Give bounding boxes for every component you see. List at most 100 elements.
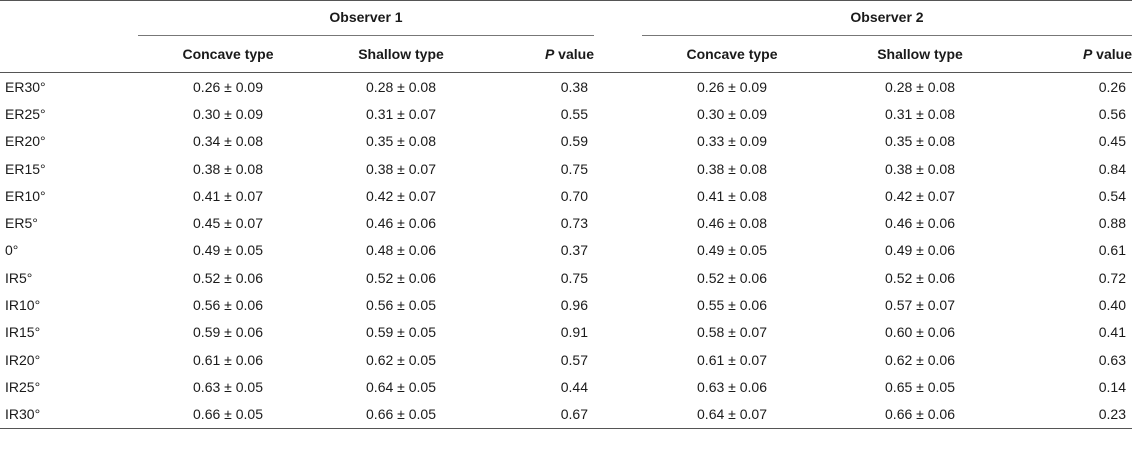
o1-concave-cell: 0.56 ± 0.06: [193, 297, 263, 314]
p-letter: P: [544, 46, 555, 62]
o1-shallow-cell: 0.35 ± 0.08: [366, 133, 436, 150]
o2-shallow-cell: 0.62 ± 0.06: [885, 351, 955, 368]
column-header-row: Concave type Shallow type P value Concav…: [0, 36, 1132, 73]
row-label: ER15°: [5, 160, 46, 177]
table-row: ER15° 0.38 ± 0.08 0.38 ± 0.07 0.75 0.38 ± 0.…: [0, 155, 1132, 182]
o2-p-value-cell: 0.14: [1098, 378, 1126, 395]
table-row: ER30° 0.26 ± 0.09 0.28 ± 0.08 0.38 0.26 ± 0.…: [0, 73, 1132, 101]
row-label: ER10°: [5, 187, 46, 204]
row-label: IR20°: [5, 351, 41, 368]
gap-cell: [594, 291, 642, 318]
table-row: IR25° 0.63 ± 0.05 0.64 ± 0.05 0.44 0.63 ± 0.…: [0, 373, 1132, 400]
o2-concave-cell: 0.30 ± 0.09: [697, 105, 767, 122]
col-header-o1-p-value: P value: [484, 36, 594, 73]
row-label: 0°: [5, 242, 19, 259]
p-value-suffix: value: [1092, 46, 1132, 62]
row-label: ER20°: [5, 133, 46, 150]
o2-p-value-cell: 0.40: [1098, 297, 1126, 314]
table-row: ER20° 0.34 ± 0.08 0.35 ± 0.08 0.59 0.33 ± 0.…: [0, 128, 1132, 155]
row-label-header: [0, 36, 138, 73]
o1-concave-cell: 0.41 ± 0.07: [193, 187, 263, 204]
col-header-o2-p-value: P value: [1018, 36, 1132, 73]
o2-p-value-cell: 0.61: [1098, 242, 1126, 259]
o1-concave-cell: 0.26 ± 0.09: [193, 78, 263, 95]
gap-cell: [594, 182, 642, 209]
o1-concave-cell: 0.52 ± 0.06: [193, 269, 263, 286]
o2-shallow-cell: 0.65 ± 0.05: [885, 378, 955, 395]
o2-shallow-cell: 0.28 ± 0.08: [885, 78, 955, 95]
o2-p-value-cell: 0.84: [1098, 160, 1126, 177]
table-row: IR10° 0.56 ± 0.06 0.56 ± 0.05 0.96 0.55 ± 0.…: [0, 291, 1132, 318]
group-header-observer-2: Observer 2: [642, 0, 1132, 36]
table-row: ER25° 0.30 ± 0.09 0.31 ± 0.07 0.55 0.30 ± 0.…: [0, 100, 1132, 127]
gap-cell: [594, 73, 642, 101]
o1-p-value-cell: 0.55: [560, 105, 588, 122]
o1-concave-cell: 0.66 ± 0.05: [138, 400, 318, 429]
col-header-gap: [594, 36, 642, 73]
o2-p-value-cell: 0.54: [1098, 187, 1126, 204]
o1-concave-cell: 0.34 ± 0.08: [193, 133, 263, 150]
o1-p-value-cell: 0.57: [560, 351, 588, 368]
o2-concave-cell: 0.58 ± 0.07: [697, 324, 767, 341]
row-label: IR5°: [5, 269, 33, 286]
gap-cell: [594, 128, 642, 155]
table-row: IR15° 0.59 ± 0.06 0.59 ± 0.05 0.91 0.58 ± 0.…: [0, 319, 1132, 346]
o1-shallow-cell: 0.42 ± 0.07: [366, 187, 436, 204]
o1-concave-cell: 0.38 ± 0.08: [193, 160, 263, 177]
o1-shallow-cell: 0.59 ± 0.05: [366, 324, 436, 341]
o1-p-value-cell: 0.96: [560, 297, 588, 314]
o1-shallow-cell: 0.48 ± 0.06: [366, 242, 436, 259]
observer-2-label: Observer 2: [642, 0, 1132, 36]
o1-shallow-cell: 0.38 ± 0.07: [366, 160, 436, 177]
o2-p-value-cell: 0.88: [1098, 215, 1126, 232]
o1-p-value-cell: 0.70: [560, 187, 588, 204]
o1-shallow-cell: 0.64 ± 0.05: [366, 378, 436, 395]
o1-p-value-cell: 0.37: [560, 242, 588, 259]
group-header-row: Observer 1 Observer 2: [0, 0, 1132, 36]
o2-concave-cell: 0.55 ± 0.06: [697, 297, 767, 314]
o1-shallow-cell: 0.46 ± 0.06: [366, 215, 436, 232]
table-row: 0° 0.49 ± 0.05 0.48 ± 0.06 0.37 0.49 ± 0.05 0…: [0, 237, 1132, 264]
o2-shallow-cell: 0.31 ± 0.08: [885, 105, 955, 122]
o2-shallow-cell: 0.52 ± 0.06: [885, 269, 955, 286]
o2-p-value-cell: 0.45: [1098, 133, 1126, 150]
gap-cell: [594, 209, 642, 236]
o1-shallow-cell: 0.62 ± 0.05: [366, 351, 436, 368]
gap-cell: [594, 400, 642, 429]
row-label: ER5°: [5, 215, 38, 232]
o2-concave-cell: 0.41 ± 0.08: [697, 187, 767, 204]
o2-shallow-cell: 0.38 ± 0.08: [885, 160, 955, 177]
gap-cell: [594, 237, 642, 264]
p-value-suffix: value: [554, 46, 594, 62]
o1-concave-cell: 0.45 ± 0.07: [193, 215, 263, 232]
col-header-o1-shallow: Shallow type: [318, 36, 484, 73]
o2-shallow-cell: 0.42 ± 0.07: [885, 187, 955, 204]
o2-concave-cell: 0.33 ± 0.09: [697, 133, 767, 150]
group-header-observer-1: Observer 1: [138, 0, 594, 36]
table-row: ER5° 0.45 ± 0.07 0.46 ± 0.06 0.73 0.46 ± 0.0…: [0, 209, 1132, 236]
gap-cell: [594, 155, 642, 182]
o2-p-value-cell: 0.56: [1098, 105, 1126, 122]
o1-p-value-cell: 0.91: [560, 324, 588, 341]
o2-concave-cell: 0.49 ± 0.05: [697, 242, 767, 259]
o1-concave-cell: 0.49 ± 0.05: [193, 242, 263, 259]
o2-concave-cell: 0.26 ± 0.09: [697, 78, 767, 95]
o2-concave-cell: 0.64 ± 0.07: [642, 400, 822, 429]
o2-p-value-cell: 0.41: [1098, 324, 1126, 341]
row-label: IR15°: [5, 324, 41, 341]
table-body: ER30° 0.26 ± 0.09 0.28 ± 0.08 0.38 0.26 ± 0.…: [0, 73, 1132, 429]
table-row: IR20° 0.61 ± 0.06 0.62 ± 0.05 0.57 0.61 ± 0.…: [0, 346, 1132, 373]
gap-cell: [594, 346, 642, 373]
o1-p-value-cell: 0.59: [560, 133, 588, 150]
col-header-o2-shallow: Shallow type: [822, 36, 1018, 73]
o1-concave-cell: 0.63 ± 0.05: [193, 378, 263, 395]
o1-p-value-cell: 0.75: [560, 269, 588, 286]
gap-cell: [594, 319, 642, 346]
o2-concave-cell: 0.63 ± 0.06: [697, 378, 767, 395]
p-letter: P: [1082, 46, 1093, 62]
o2-shallow-cell: 0.60 ± 0.06: [885, 324, 955, 341]
gap-cell: [594, 264, 642, 291]
observer-1-label: Observer 1: [138, 0, 594, 36]
o2-p-value-cell: 0.26: [1098, 78, 1126, 95]
